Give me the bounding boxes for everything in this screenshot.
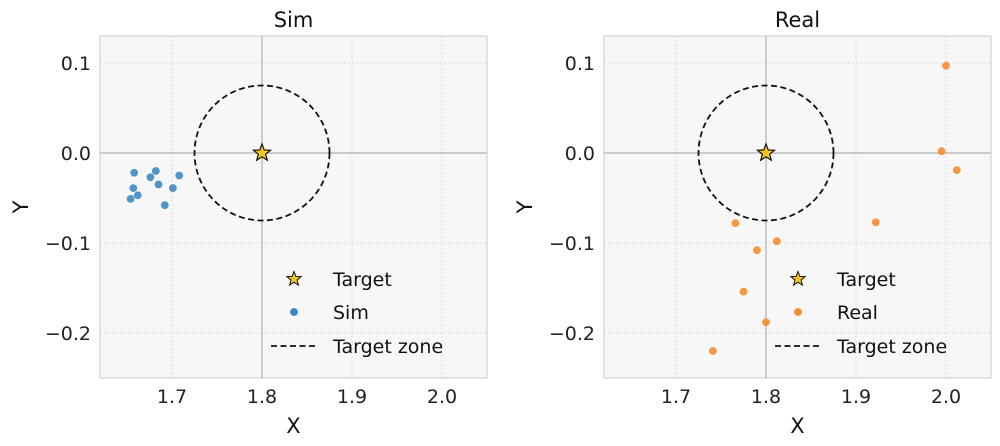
legend-target-label: Target <box>836 269 896 291</box>
scatter-point <box>130 168 139 177</box>
plot-area <box>604 36 991 378</box>
y-tick-label: −0.2 <box>45 323 91 345</box>
legend: Target Sim Target zone <box>271 269 443 358</box>
y-tick-label: −0.1 <box>45 233 91 255</box>
scatter-point <box>146 173 155 182</box>
y-tick-label: −0.2 <box>549 323 595 345</box>
legend-target-star-icon <box>789 270 807 287</box>
x-tick-label: 2.0 <box>427 386 457 408</box>
scatter-point <box>952 166 961 175</box>
scatter-point <box>160 201 169 210</box>
legend-target-zone-label: Target zone <box>332 336 443 358</box>
y-tick-label: 0.0 <box>61 143 91 165</box>
y-tick-label: 0.1 <box>61 53 91 75</box>
real-panel: 1.7 1.8 1.9 2.0 0.1 0.0 −0.1 −0.2 Real X Y Target Re… <box>513 8 992 438</box>
scatter-point <box>709 347 717 355</box>
x-tick-label: 1.9 <box>841 386 871 408</box>
legend-target-star-icon <box>285 270 303 287</box>
x-tick-label: 2.0 <box>931 386 961 408</box>
legend-series-label: Real <box>837 302 878 324</box>
x-axis-label: X <box>790 414 804 438</box>
x-tick-label: 1.7 <box>157 386 187 408</box>
scatter-point <box>937 147 946 156</box>
y-axis-label: Y <box>513 200 537 214</box>
plot-frame <box>99 35 488 379</box>
scatter-point <box>175 171 184 180</box>
chart-title: Sim <box>274 8 314 32</box>
target-zone-circle <box>697 84 835 222</box>
legend-point-icon <box>794 308 802 316</box>
scatter-point <box>762 318 770 327</box>
x-tick-label: 1.7 <box>661 386 691 408</box>
chart-title: Real <box>775 8 820 32</box>
scatter-point <box>871 218 880 227</box>
legend-target-zone-label: Target zone <box>836 336 947 358</box>
scatter-point <box>731 219 740 228</box>
scatter-point <box>154 180 163 189</box>
x-tick-label: 1.9 <box>337 386 367 408</box>
scatter-point <box>133 191 142 200</box>
scatter-point <box>169 184 177 193</box>
x-tick-label: 1.8 <box>751 386 781 408</box>
scatter-point <box>942 61 950 70</box>
scatter-point <box>772 237 781 246</box>
target-star-marker <box>251 142 273 162</box>
target-star-marker <box>755 142 777 162</box>
target-zone-circle <box>193 84 331 222</box>
y-tick-label: 0.0 <box>565 143 595 165</box>
x-tick-label: 1.8 <box>247 386 277 408</box>
scatter-point <box>753 246 761 255</box>
legend-series-label: Sim <box>333 302 369 324</box>
y-axis-label: Y <box>9 200 33 214</box>
scatter-point <box>151 167 160 175</box>
legend-point-icon <box>290 308 298 316</box>
plot-area <box>100 36 487 378</box>
scatter-point <box>126 195 135 203</box>
scatter-point <box>739 287 748 296</box>
legend-target-label: Target <box>332 269 392 291</box>
x-axis-label: X <box>286 414 300 438</box>
y-tick-label: 0.1 <box>565 53 595 75</box>
scatter-point <box>129 184 138 193</box>
y-tick-label: −0.1 <box>549 233 595 255</box>
sim-panel: 1.7 1.8 1.9 2.0 0.1 0.0 −0.1 −0.2 Sim X Y Target Sim… <box>9 8 488 438</box>
plot-frame <box>603 35 992 379</box>
legend: Target Real Target zone <box>775 269 947 358</box>
